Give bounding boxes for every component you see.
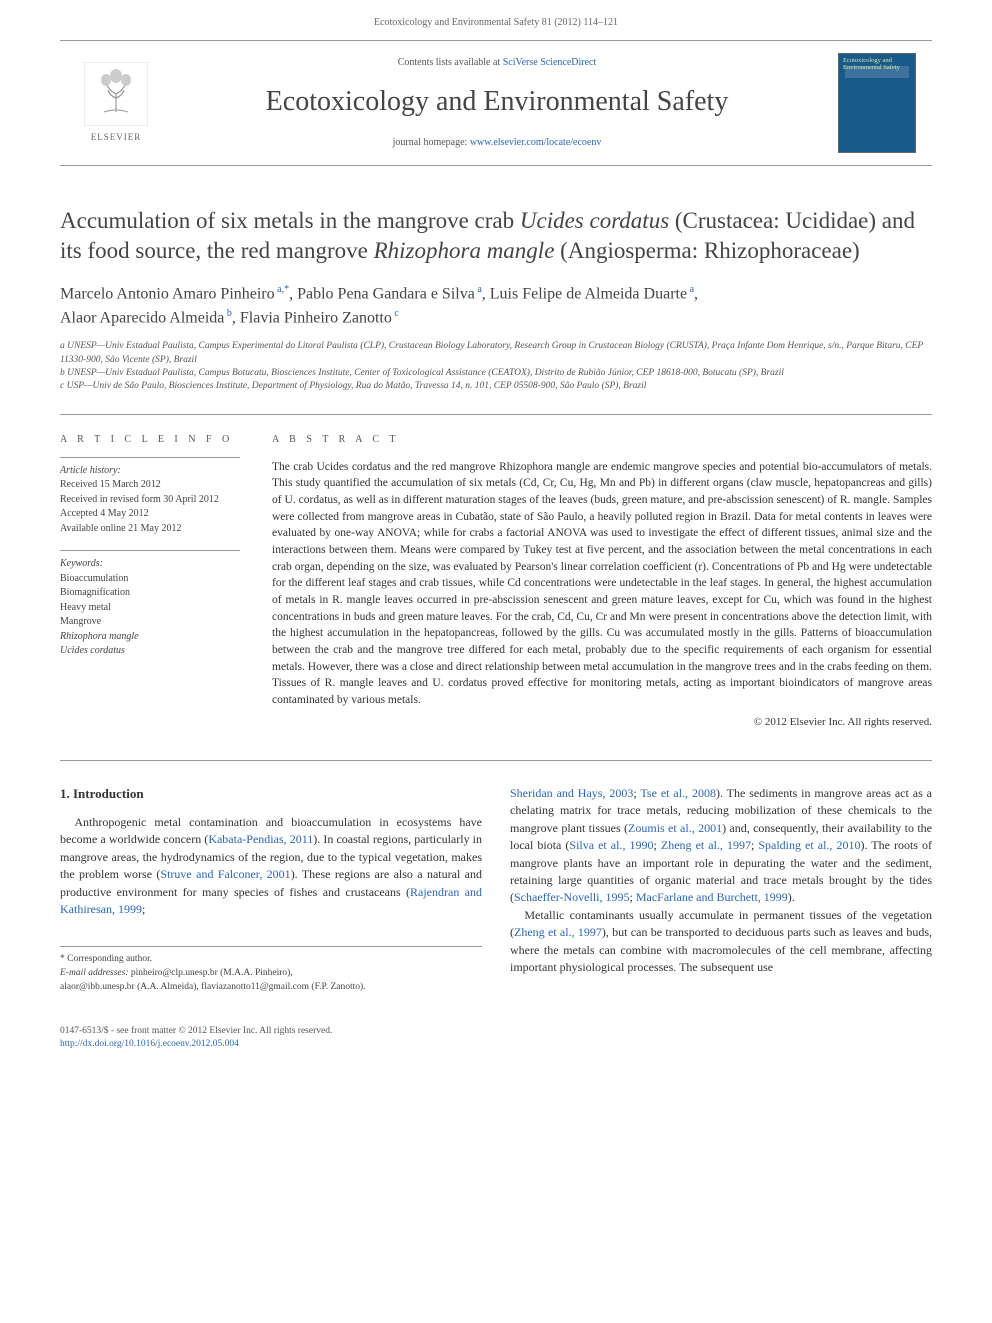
email-text: pinheiro@clp.unesp.br (M.A.A. Pinheiro), — [131, 968, 293, 978]
email-label: E-mail addresses: — [60, 968, 131, 978]
text: ). — [788, 890, 795, 904]
abstract: A B S T R A C T The crab Ucides cordatus… — [272, 433, 932, 730]
citation-link[interactable]: Struve and Falconer, 2001 — [160, 867, 290, 881]
intro-paragraph-2: Metallic contaminants usually accumulate… — [510, 907, 932, 977]
keyword: Bioaccumulation — [60, 573, 128, 584]
text: ; — [142, 902, 145, 916]
citation-link[interactable]: Zoumis et al., 2001 — [628, 821, 722, 835]
keyword: Ucides cordatus — [60, 645, 125, 656]
masthead-center: Contents lists available at SciVerse Sci… — [176, 56, 818, 149]
affiliation-b: b UNESP—Univ Estadual Paulista, Campus B… — [60, 367, 932, 380]
journal-name: Ecotoxicology and Environmental Safety — [176, 82, 818, 121]
citation-link[interactable]: Kabata-Pendias, 2011 — [208, 832, 313, 846]
contents-prefix: Contents lists available at — [398, 57, 503, 68]
journal-cover-thumbnail: Ecotoxicology and Environmental Safety — [838, 53, 916, 153]
keywords-label: Keywords: — [60, 558, 103, 569]
history-block: Article history: Received 15 March 2012 … — [60, 457, 240, 537]
elsevier-logo: ELSEVIER — [76, 62, 156, 144]
issn-line: 0147-6513/$ - see front matter © 2012 El… — [60, 1025, 932, 1038]
affiliation-c: c USP—Univ de São Paulo, Biosciences Ins… — [60, 380, 932, 393]
history-label: Article history: — [60, 465, 121, 476]
revised-date: Received in revised form 30 April 2012 — [60, 494, 219, 505]
received-date: Received 15 March 2012 — [60, 479, 161, 490]
abstract-text: The crab Ucides cordatus and the red man… — [272, 459, 932, 709]
footer-meta: 0147-6513/$ - see front matter © 2012 El… — [60, 1025, 932, 1052]
cover-thumb-title: Ecotoxicology and Environmental Safety — [839, 54, 915, 74]
accepted-date: Accepted 4 May 2012 — [60, 508, 149, 519]
citation-link[interactable]: Sheridan and Hays, 2003 — [510, 786, 633, 800]
citation-link[interactable]: Tse et al., 2008 — [640, 786, 716, 800]
article-title: Accumulation of six metals in the mangro… — [60, 206, 932, 266]
article-info: A R T I C L E I N F O Article history: R… — [60, 433, 240, 730]
keyword: Heavy metal — [60, 602, 111, 613]
homepage-line: journal homepage: www.elsevier.com/locat… — [176, 136, 818, 150]
masthead: ELSEVIER Contents lists available at Sci… — [60, 40, 932, 166]
email-text: alaor@ibb.unesp.br (A.A. Almeida), flavi… — [60, 982, 366, 992]
article-info-heading: A R T I C L E I N F O — [60, 433, 240, 447]
affiliations: a UNESP—Univ Estadual Paulista, Campus E… — [60, 340, 932, 393]
text: ; — [654, 838, 661, 852]
info-abstract-row: A R T I C L E I N F O Article history: R… — [60, 433, 932, 730]
keyword: Rhizophora mangle — [60, 631, 139, 642]
authors: Marcelo Antonio Amaro Pinheiro a,*, Pabl… — [60, 282, 932, 331]
keyword: Mangrove — [60, 616, 101, 627]
doi-link[interactable]: http://dx.doi.org/10.1016/j.ecoenv.2012.… — [60, 1039, 239, 1049]
keyword: Biomagnification — [60, 587, 130, 598]
footnote-block: * Corresponding author. E-mail addresses… — [60, 946, 482, 994]
citation-link[interactable]: MacFarlane and Burchett, 1999 — [636, 890, 788, 904]
abstract-copyright: © 2012 Elsevier Inc. All rights reserved… — [272, 715, 932, 730]
section-heading: 1. Introduction — [60, 785, 482, 804]
elsevier-logo-text: ELSEVIER — [76, 131, 156, 144]
contents-line: Contents lists available at SciVerse Sci… — [176, 56, 818, 70]
sciencedirect-link[interactable]: SciVerse ScienceDirect — [503, 57, 597, 68]
keywords-block: Keywords: Bioaccumulation Biomagnificati… — [60, 550, 240, 659]
email-addresses: E-mail addresses: pinheiro@clp.unesp.br … — [60, 967, 482, 995]
citation-link[interactable]: Spalding et al., 2010 — [758, 838, 860, 852]
citation-link[interactable]: Schaeffer-Novelli, 1995 — [514, 890, 630, 904]
corresponding-author: * Corresponding author. — [60, 953, 482, 967]
column-left: 1. Introduction Anthropogenic metal cont… — [60, 785, 482, 1004]
citation-link[interactable]: Silva et al., 1990 — [569, 838, 653, 852]
intro-paragraph-1-cont: Sheridan and Hays, 2003; Tse et al., 200… — [510, 785, 932, 907]
column-right: Sheridan and Hays, 2003; Tse et al., 200… — [510, 785, 932, 1004]
divider — [60, 760, 932, 761]
online-date: Available online 21 May 2012 — [60, 523, 181, 534]
intro-paragraph-1: Anthropogenic metal contamination and bi… — [60, 814, 482, 918]
citation-link[interactable]: Zheng et al., 1997 — [514, 925, 602, 939]
abstract-heading: A B S T R A C T — [272, 433, 932, 447]
elsevier-tree-icon — [84, 62, 148, 126]
affiliation-a: a UNESP—Univ Estadual Paulista, Campus E… — [60, 340, 932, 367]
running-head: Ecotoxicology and Environmental Safety 8… — [0, 0, 992, 40]
body-columns: 1. Introduction Anthropogenic metal cont… — [60, 785, 932, 1004]
citation-link[interactable]: Zheng et al., 1997 — [661, 838, 751, 852]
homepage-link[interactable]: www.elsevier.com/locate/ecoenv — [470, 137, 602, 148]
divider — [60, 414, 932, 415]
homepage-prefix: journal homepage: — [393, 137, 470, 148]
